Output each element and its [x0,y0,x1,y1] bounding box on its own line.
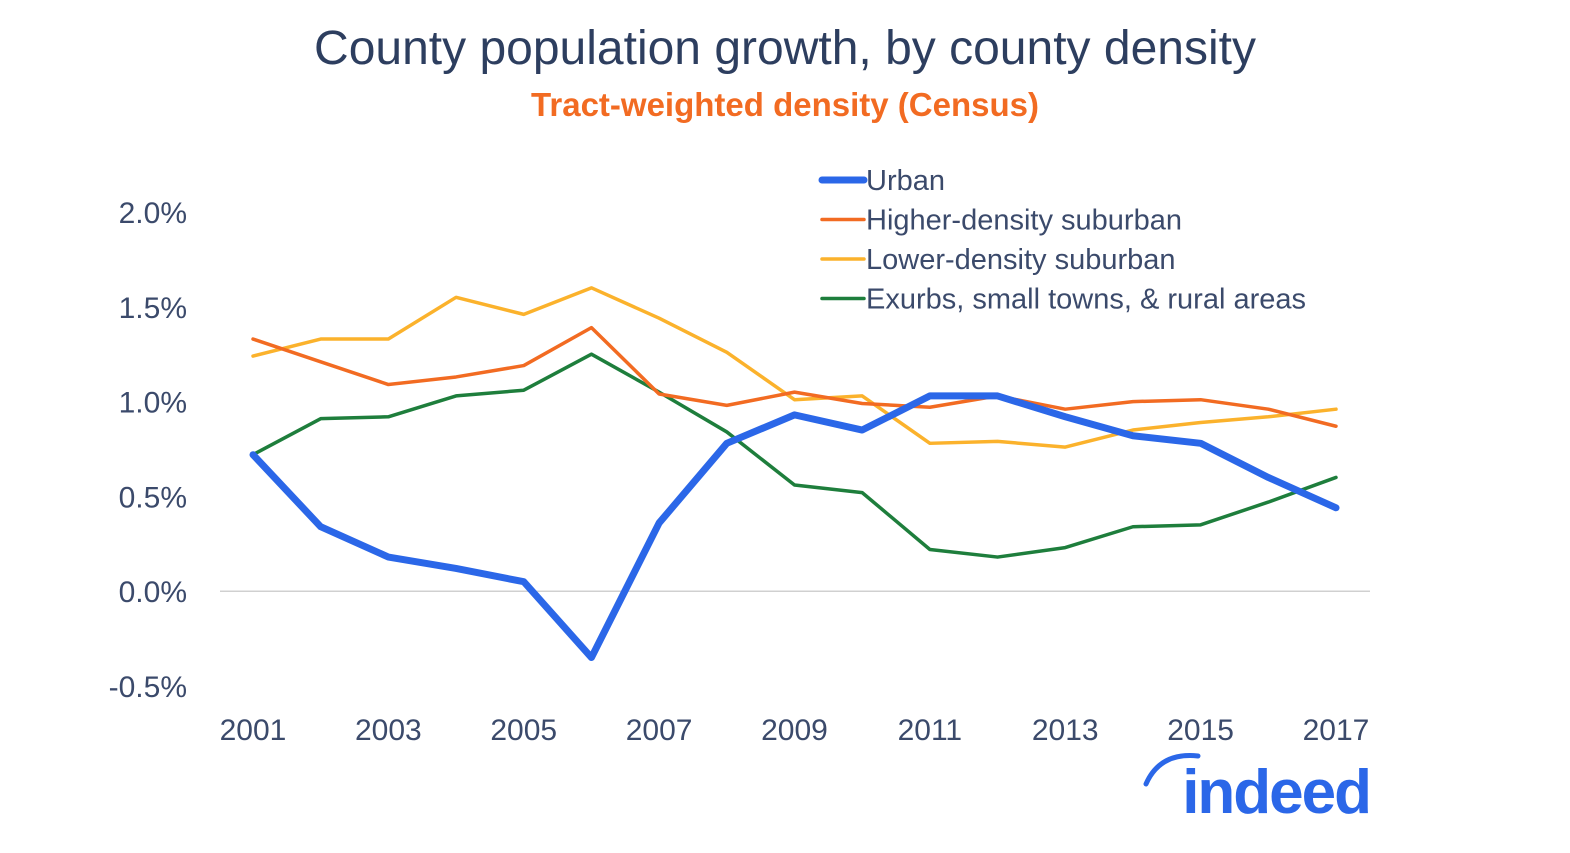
y-tick-label: 1.0% [119,387,187,420]
x-tick-label: 2017 [1303,714,1370,747]
x-tick-label: 2005 [490,714,557,747]
legend-item: Lower-density suburban [820,244,1176,276]
legend-label: Exurbs, small towns, & rural areas [866,284,1306,316]
legend-item: Exurbs, small towns, & rural areas [820,284,1306,316]
x-tick-label: 2013 [1032,714,1099,747]
legend-label: Urban [866,165,945,197]
x-tick-label: 2007 [626,714,693,747]
logo-arc-icon [1143,753,1201,787]
x-tick-label: 2003 [355,714,422,747]
indeed-logo: indeed [1143,753,1372,827]
legend-item: Higher-density suburban [820,205,1182,237]
y-tick-label: 0.5% [119,481,187,514]
chart-title: County population growth, by county dens… [314,22,1256,75]
y-tick-label: -0.5% [109,671,187,704]
legend-item: Urban [818,165,945,197]
y-tick-label: 1.5% [119,292,187,325]
chart-subtitle: Tract-weighted density (Census) [531,86,1039,123]
y-tick-label: 0.0% [119,576,187,609]
x-tick-label: 2009 [761,714,828,747]
series-line-lower-density-suburban [251,286,1338,449]
y-tick-label: 2.0% [119,197,187,230]
x-tick-label: 2011 [898,714,963,747]
legend: Urban Higher-density suburban Lower-densit… [818,165,1306,316]
legend-label: Lower-density suburban [866,244,1176,276]
series-line-exurbs-small-towns-rural-areas [251,352,1338,559]
logo-text: indeed [1182,758,1370,827]
legend-label: Higher-density suburban [866,205,1182,237]
y-axis: 2.0% 1.5% 1.0% 0.5% 0.0% -0.5% [109,197,187,704]
series-line-higher-density-suburban [251,325,1338,428]
x-axis: 2001 2003 2005 2007 2009 2011 2013 2015 2017 [220,714,1370,747]
series-line-urban [249,392,1340,662]
series-group [249,286,1340,662]
x-tick-label: 2001 [220,714,287,747]
x-tick-label: 2015 [1167,714,1234,747]
